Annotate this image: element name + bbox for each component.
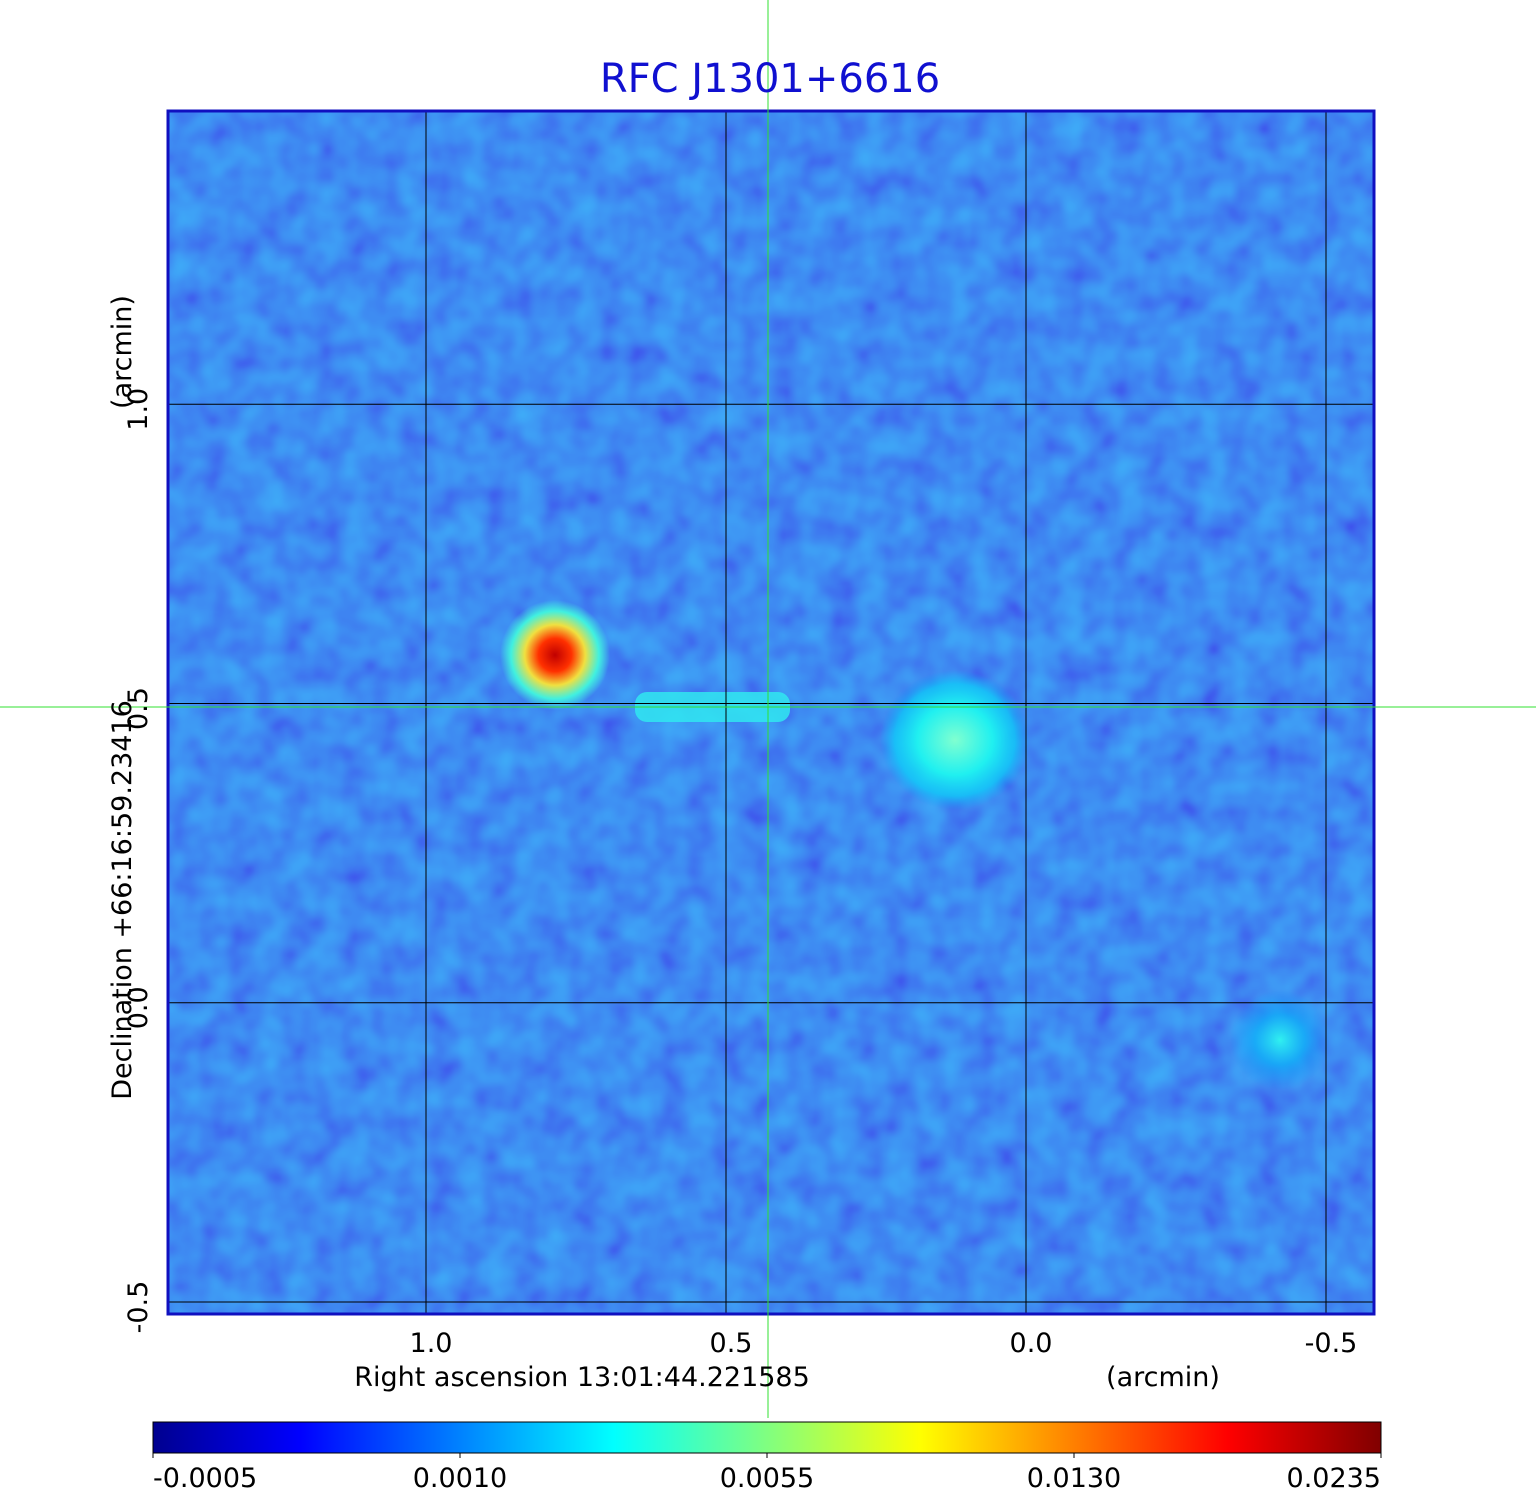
colorbar-tick-label: -0.0005 <box>153 1463 257 1494</box>
x-axis-unit: (arcmin) <box>1106 1362 1220 1393</box>
colorbar-tick-label: 0.0055 <box>720 1463 814 1494</box>
y-tick-label: -0.5 <box>123 1281 154 1334</box>
x-tick-label: 1.0 <box>410 1328 453 1359</box>
x-tick-label: 0.0 <box>1010 1328 1053 1359</box>
y-axis-label: Declination +66:16:59.23416 <box>107 700 138 1100</box>
grid <box>168 111 1374 1314</box>
sky-image <box>168 111 1374 1314</box>
colorbar-tick-label: 0.0010 <box>413 1463 507 1494</box>
y-tick-label: 0.0 <box>123 986 154 1029</box>
colorbar-tick-label: 0.0235 <box>1287 1463 1381 1494</box>
chart-title: RFC J1301+6616 <box>600 56 940 102</box>
colorbar-tick-label: 0.0130 <box>1027 1463 1121 1494</box>
x-axis-label: Right ascension 13:01:44.221585 <box>354 1362 810 1393</box>
plot-frame <box>166 109 1376 1316</box>
x-tick-label: 0.5 <box>710 1328 753 1359</box>
y-tick-label: 0.5 <box>123 687 154 730</box>
y-axis-unit: (arcmin) <box>107 295 138 409</box>
x-tick-label: -0.5 <box>1305 1328 1358 1359</box>
y-tick-label: 1.0 <box>123 388 154 431</box>
colorbar <box>152 1421 1382 1454</box>
